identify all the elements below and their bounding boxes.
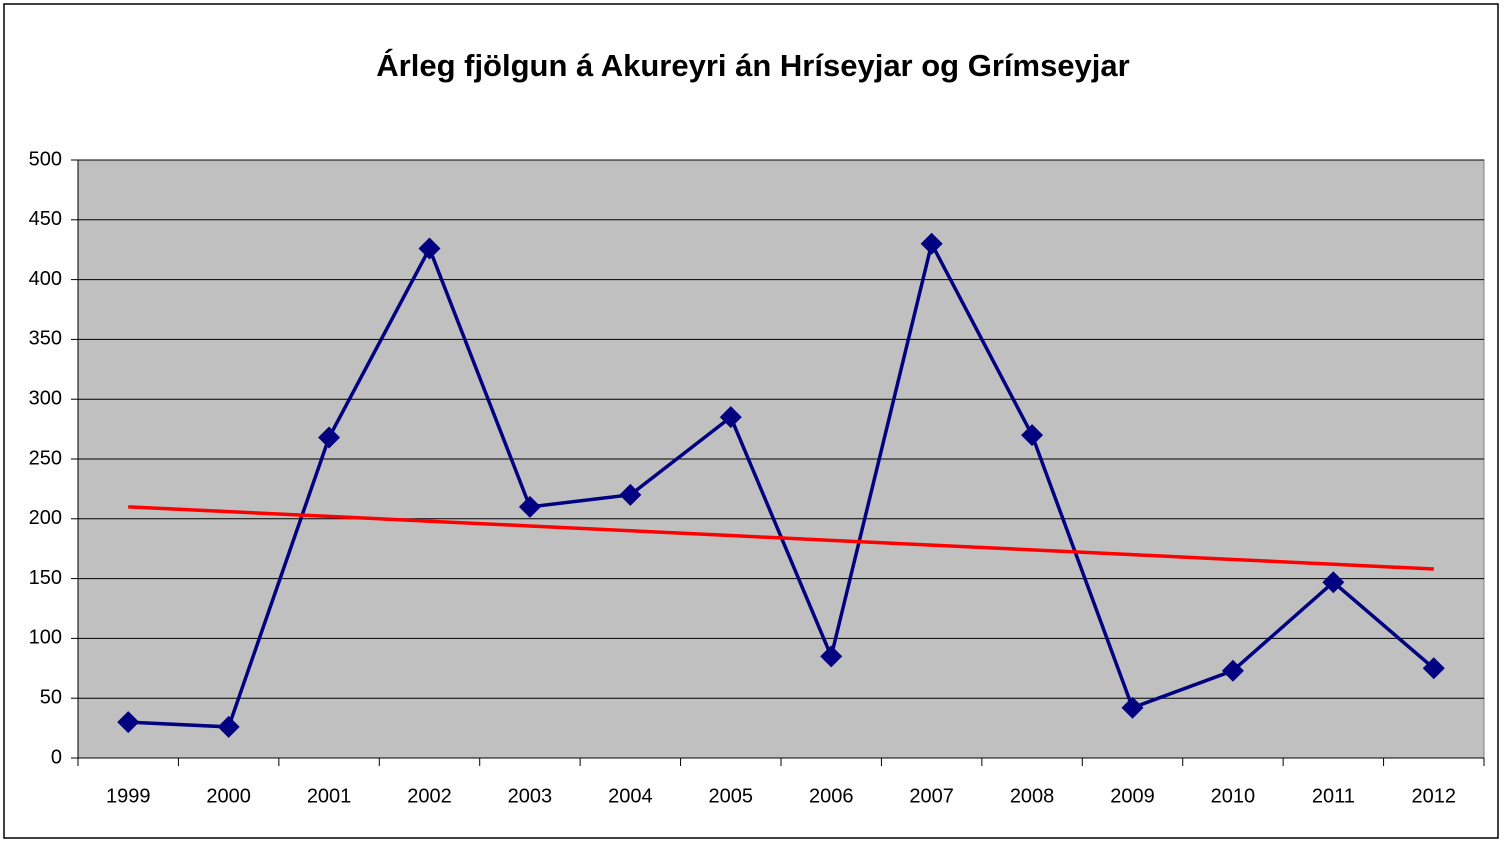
data-point [318, 426, 341, 449]
x-tick-label: 2009 [1110, 785, 1155, 807]
x-tick-label: 2007 [909, 785, 954, 807]
data-point [820, 645, 843, 668]
x-tick-label: 2000 [206, 785, 251, 807]
y-tick-label: 450 [29, 208, 62, 230]
x-tick-label: 2003 [508, 785, 553, 807]
data-point [1422, 657, 1445, 680]
x-tick-label: 2010 [1211, 785, 1256, 807]
x-tick-label: 2005 [709, 785, 754, 807]
data-point [1221, 659, 1244, 682]
y-tick-label: 50 [40, 686, 62, 708]
data-point [1121, 696, 1144, 719]
x-tick-label: 2001 [307, 785, 352, 807]
x-tick-label: 2012 [1412, 785, 1457, 807]
x-tick-label: 2004 [608, 785, 653, 807]
y-tick-label: 200 [29, 507, 62, 529]
data-point [619, 483, 642, 506]
data-point [117, 711, 140, 734]
y-tick-label: 400 [29, 268, 62, 290]
y-tick-label: 300 [29, 387, 62, 409]
y-tick-label: 100 [29, 627, 62, 649]
y-tick-label: 500 [29, 148, 62, 170]
series-line [128, 505, 1434, 571]
data-point [920, 232, 943, 255]
data-point [217, 715, 240, 738]
y-tick-label: 350 [29, 328, 62, 350]
x-tick-label: 2002 [407, 785, 452, 807]
data-point [518, 495, 541, 518]
y-tick-label: 150 [29, 567, 62, 589]
data-point [1322, 571, 1345, 594]
x-tick-label: 1999 [106, 785, 151, 807]
data-point [719, 406, 742, 429]
data-point [1021, 424, 1044, 447]
data-point [418, 237, 441, 260]
x-tick-label: 2006 [809, 785, 854, 807]
x-tick-label: 2008 [1010, 785, 1055, 807]
y-tick-label: 250 [29, 447, 62, 469]
y-tick-label: 0 [51, 746, 62, 768]
chart-title: Árleg fjölgun á Akureyri án Hríseyjar og… [376, 48, 1129, 83]
x-tick-label: 2011 [1312, 785, 1355, 807]
